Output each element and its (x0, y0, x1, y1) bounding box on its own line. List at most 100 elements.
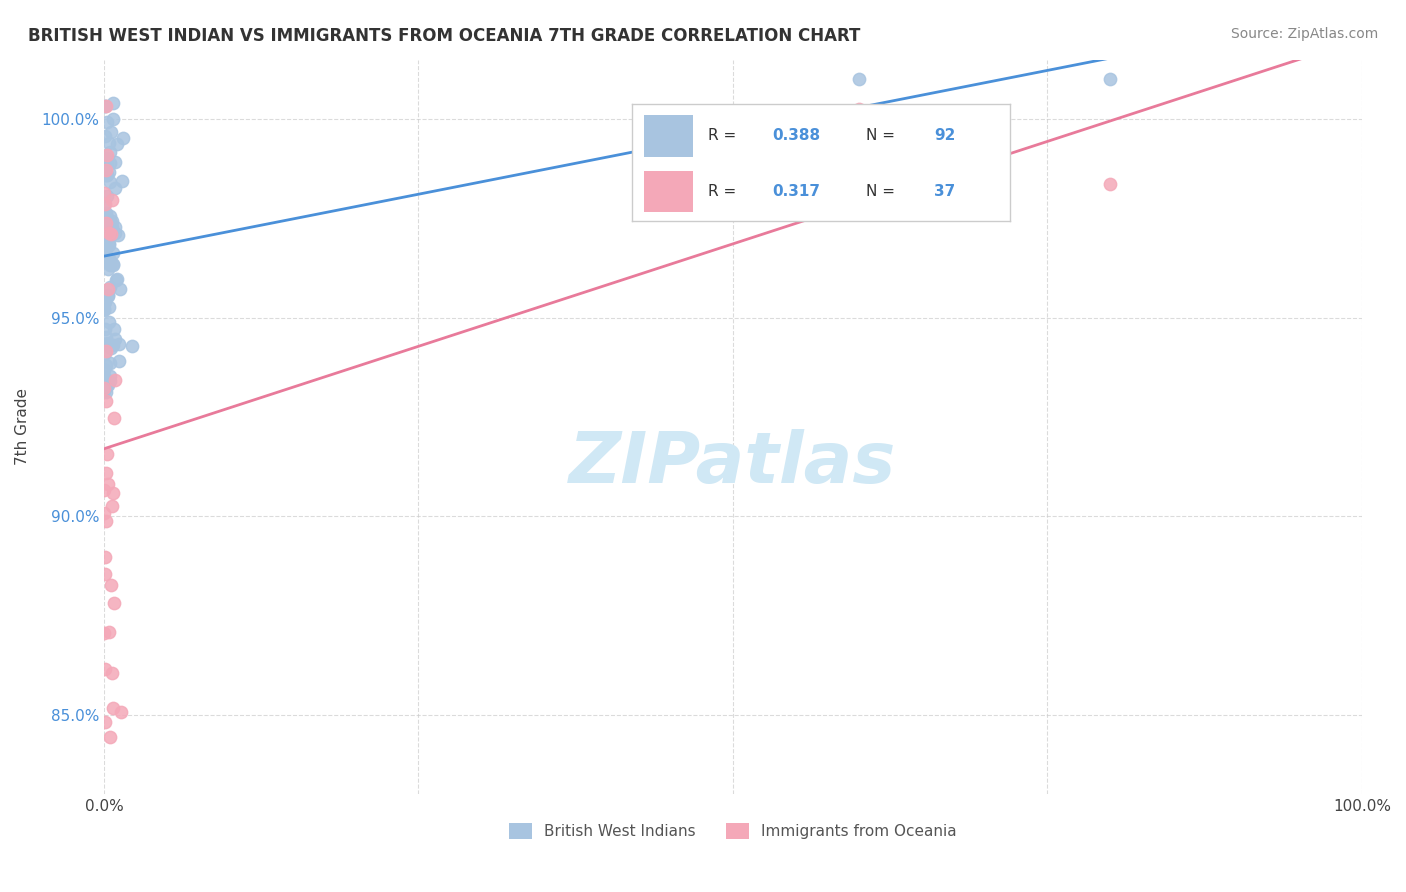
Point (97, 287, 120, 301)
Point (98, 226, 121, 240)
Point (98, 253, 121, 268)
Point (111, 174, 134, 188)
Point (101, 337, 124, 351)
Point (97, 374, 120, 388)
Point (96, 115, 118, 129)
Point (108, 282, 131, 296)
Point (98, 731, 121, 745)
Point (93, 224, 115, 238)
Point (101, 112, 124, 127)
Point (93, 250, 115, 264)
Point (101, 193, 124, 207)
Point (93, 662, 115, 676)
Point (108, 354, 131, 368)
Point (104, 373, 127, 387)
Point (94, 99, 117, 113)
Point (104, 180, 127, 194)
Point (94, 322, 117, 336)
Point (94, 567, 117, 582)
Point (94, 99, 117, 113)
Point (94, 378, 117, 392)
Point (96, 168, 118, 182)
Point (100, 499, 122, 513)
Point (103, 246, 125, 260)
Point (94, 157, 117, 171)
Point (98, 280, 121, 294)
Point (96, 188, 118, 202)
Point (94, 550, 117, 565)
Point (94, 714, 117, 729)
Point (98, 235, 121, 250)
Point (96, 447, 118, 461)
Point (98, 374, 121, 388)
Point (94, 344, 117, 359)
Point (98, 258, 121, 272)
Point (96, 168, 118, 182)
Point (98, 625, 121, 640)
Point (98, 369, 121, 384)
Point (96, 211, 118, 226)
Point (103, 410, 125, 425)
Point (104, 226, 127, 240)
Point (101, 665, 124, 680)
Point (94, 217, 117, 231)
Point (103, 322, 125, 336)
Point (100, 341, 122, 355)
Point (103, 154, 125, 169)
Point (848, 103, 870, 117)
Point (93, 221, 115, 235)
Point (97, 136, 120, 151)
Point (94, 514, 117, 528)
Point (96, 220, 118, 235)
Point (94, 196, 117, 211)
Point (100, 577, 122, 591)
Point (93, 346, 115, 360)
Point (96, 162, 118, 177)
Point (98, 252, 121, 267)
Point (96, 206, 118, 220)
Point (93, 302, 115, 317)
Point (93, 369, 115, 384)
Point (98, 145, 121, 159)
Point (100, 227, 122, 241)
Point (96, 166, 118, 180)
Point (100, 125, 122, 139)
Point (93, 506, 115, 520)
Point (93, 198, 115, 212)
Point (98, 209, 121, 223)
Point (1099, 178, 1122, 192)
Point (97, 300, 120, 314)
Point (93, 235, 115, 249)
Point (96, 378, 118, 392)
Point (93, 154, 115, 169)
Point (93, 381, 115, 395)
Point (93, 301, 115, 316)
Point (848, 72, 870, 87)
Text: ZIPatlas: ZIPatlas (569, 429, 897, 498)
Point (93, 626, 115, 640)
Point (94, 237, 117, 252)
Point (105, 137, 128, 152)
Legend: British West Indians, Immigrants from Oceania: British West Indians, Immigrants from Oc… (503, 817, 963, 845)
Point (98, 155, 121, 169)
Point (94, 359, 117, 373)
Point (101, 256, 124, 270)
Point (107, 336, 129, 351)
Point (97, 165, 120, 179)
Point (101, 96, 124, 111)
Point (110, 706, 132, 720)
Point (94, 242, 117, 256)
Point (121, 339, 143, 353)
Point (104, 220, 127, 235)
Point (103, 258, 125, 272)
Point (104, 333, 127, 347)
Point (105, 272, 128, 286)
Point (112, 131, 135, 145)
Point (96, 384, 118, 399)
Point (94, 98, 117, 112)
Point (96, 288, 118, 302)
Point (96, 330, 118, 344)
Point (1099, 72, 1122, 87)
Point (98, 175, 121, 189)
Point (96, 380, 118, 394)
